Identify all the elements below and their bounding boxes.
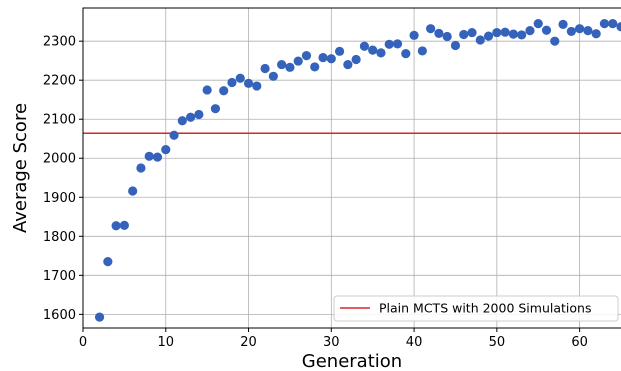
data-point (310, 62, 320, 72)
data-point (575, 24, 585, 34)
y-tick-label: 2200 (43, 74, 76, 89)
y-ticks: 1600 1700 1800 1900 2000 2100 2200 2300 (43, 35, 83, 323)
data-point (186, 112, 196, 122)
plot-frame (82, 7, 621, 329)
x-tick-label: 40 (406, 335, 423, 350)
grid (82, 8, 621, 328)
legend: Plain MCTS with 2000 Simulations (333, 295, 619, 322)
y-tick-label: 2100 (43, 113, 76, 128)
points-layer (94, 19, 621, 322)
data-point (483, 31, 494, 41)
data-point (260, 63, 270, 74)
x-tick-label: 30 (323, 335, 340, 350)
data-point (368, 45, 378, 55)
x-tick-label: 0 (79, 335, 87, 350)
data-point (219, 86, 229, 96)
data-point (392, 39, 403, 49)
data-point (169, 130, 179, 140)
data-point (152, 152, 163, 162)
y-tick-label: 1800 (43, 230, 76, 245)
data-point (434, 28, 444, 38)
data-point (401, 49, 411, 59)
data-point (500, 27, 510, 37)
y-tick-label: 1900 (43, 191, 76, 206)
data-point (268, 71, 278, 81)
y-tick-label: 2000 (43, 152, 76, 167)
data-point (533, 19, 543, 29)
x-ticks: 0 10 20 30 40 50 60 (79, 328, 588, 350)
data-point (128, 186, 138, 196)
data-point (194, 109, 204, 120)
data-point (492, 27, 502, 38)
data-point (94, 312, 105, 322)
data-point (161, 145, 171, 155)
data-point (343, 59, 353, 70)
data-point (376, 48, 386, 58)
data-point (103, 257, 113, 267)
data-point (235, 73, 245, 83)
data-point (550, 36, 560, 46)
data-point (277, 59, 287, 70)
data-point (326, 54, 336, 64)
data-point (144, 151, 154, 161)
data-point (442, 31, 452, 42)
data-point (111, 221, 121, 231)
data-point (583, 26, 593, 36)
data-point (616, 22, 621, 32)
data-point (301, 51, 312, 61)
data-point (177, 116, 187, 126)
data-point (517, 30, 527, 40)
data-point (558, 19, 568, 29)
data-point (210, 104, 221, 114)
data-point (359, 41, 370, 51)
data-point (119, 220, 129, 230)
data-point (202, 85, 212, 95)
data-point (384, 39, 394, 49)
data-point (417, 46, 427, 56)
x-tick-label: 10 (157, 335, 174, 350)
x-axis-label: Generation (302, 351, 402, 371)
data-point (318, 52, 328, 63)
data-point (334, 46, 345, 56)
x-tick-label: 60 (571, 335, 588, 350)
data-point (450, 40, 461, 51)
data-point (293, 56, 303, 66)
data-point (136, 163, 146, 173)
data-point (243, 78, 254, 88)
data-point (541, 25, 552, 35)
data-point (508, 29, 518, 39)
data-point (426, 24, 436, 34)
legend-box (333, 295, 619, 322)
x-tick-label: 50 (489, 335, 506, 350)
y-tick-label: 1700 (43, 269, 76, 284)
x-tick-label: 20 (240, 335, 257, 350)
y-tick-label: 2300 (43, 35, 76, 50)
data-point (227, 77, 237, 88)
data-point (285, 62, 295, 72)
data-point (608, 19, 618, 29)
data-point (591, 29, 601, 39)
y-axis-label: Average Score (10, 103, 31, 233)
y-tick-label: 1600 (43, 308, 76, 323)
data-point (525, 26, 535, 36)
data-point (599, 19, 610, 29)
data-point (409, 30, 419, 40)
data-point (459, 29, 469, 40)
legend-label: Plain MCTS with 2000 Simulations (379, 301, 591, 316)
data-point (566, 26, 576, 37)
data-point (467, 27, 477, 38)
data-point (351, 54, 361, 65)
data-point (252, 81, 262, 91)
data-point (475, 35, 485, 45)
